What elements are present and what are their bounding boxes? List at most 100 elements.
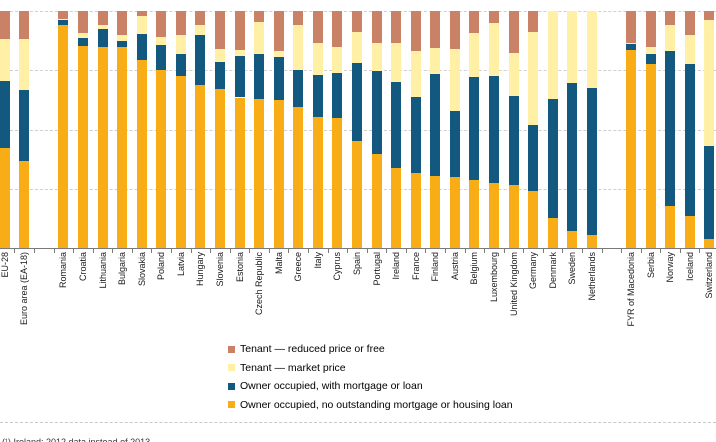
x-axis-tick — [210, 249, 212, 253]
x-axis-label-Spain: Spain — [351, 252, 362, 276]
bar-Ireland-segment — [391, 11, 402, 44]
bar-Denmark-segment — [547, 218, 558, 248]
footnote-separator — [0, 422, 716, 423]
x-axis-tick — [73, 249, 75, 253]
bar-Romania-segment — [58, 25, 69, 248]
x-axis-label-Cyprus: Cyprus — [332, 252, 343, 281]
bar-France-segment — [410, 172, 421, 248]
bar-Germany-segment — [528, 32, 539, 125]
bar-Serbia-segment — [645, 11, 656, 47]
bar-Portugal-segment — [371, 11, 382, 43]
bar-Cyprus-segment — [332, 11, 343, 47]
x-axis-label-Denmark: Denmark — [547, 252, 558, 289]
x-axis-tick — [112, 249, 114, 253]
x-axis-tick — [601, 249, 603, 253]
bar-Euro area (EA-18)-segment — [19, 11, 30, 39]
bar-Switzerland-segment — [704, 146, 715, 240]
x-axis-line — [0, 248, 716, 249]
x-axis-tick — [288, 249, 290, 253]
legend-swatch-tenant-reduced-icon — [228, 345, 235, 353]
bar-Lithuania-segment — [97, 11, 108, 25]
x-axis-label-Romania: Romania — [58, 252, 69, 289]
bar-Latvia-segment — [175, 34, 186, 54]
bar-Lithuania-segment — [97, 46, 108, 248]
legend: Tenant — reduced price or free Tenant — … — [228, 344, 513, 410]
x-axis-label-Finland: Finland — [430, 252, 441, 282]
bar-Finland-segment — [430, 175, 441, 248]
bar-Czech Republic-segment — [254, 21, 265, 54]
bar-Croatia-segment — [77, 46, 88, 248]
bar-Malta-segment — [273, 50, 284, 57]
bar-Greece-segment — [293, 11, 304, 25]
bar-FYR of Macedonia-segment — [625, 44, 636, 51]
bar-Iceland-segment — [684, 11, 695, 35]
bar-EU-28-segment — [0, 147, 10, 248]
x-axis-label-Portugal: Portugal — [371, 252, 382, 286]
bar-Serbia-segment — [645, 46, 656, 54]
x-axis-label-Germany: Germany — [528, 252, 539, 290]
x-axis-label-Ireland: Ireland — [391, 252, 402, 280]
bar-Denmark-segment — [547, 98, 558, 219]
x-axis-tick — [249, 249, 251, 253]
bar-Serbia-segment — [645, 53, 656, 64]
bar-Germany-segment — [528, 11, 539, 33]
bar-Czech Republic-segment — [254, 53, 265, 99]
bar-Italy-segment — [312, 11, 323, 44]
x-axis-tick — [92, 249, 94, 253]
bar-Spain-segment — [351, 31, 362, 64]
bar-Norway-segment — [665, 205, 676, 248]
x-axis-label-Belgium: Belgium — [469, 252, 480, 285]
x-axis-tick — [53, 249, 55, 253]
x-axis-label-Croatia: Croatia — [77, 252, 88, 282]
bar-Romania-segment — [58, 19, 69, 21]
x-axis-tick — [503, 249, 505, 253]
bar-Finland-segment — [430, 11, 441, 49]
bar-Sweden-segment — [567, 83, 578, 231]
bar-Spain-segment — [351, 63, 362, 141]
bar-Sweden-segment — [567, 230, 578, 248]
x-axis-label-Austria: Austria — [449, 252, 460, 281]
bar-Spain-segment — [351, 11, 362, 32]
bar-Serbia-segment — [645, 63, 656, 248]
bar-Hungary-segment — [195, 11, 206, 25]
x-axis-tick — [268, 249, 270, 253]
bar-Lithuania-segment — [97, 29, 108, 47]
bar-Austria-segment — [449, 49, 460, 111]
bar-Croatia-segment — [77, 38, 88, 47]
bar-Slovakia-segment — [136, 15, 147, 34]
bar-Romania-segment — [58, 11, 69, 20]
bar-Cyprus-segment — [332, 118, 343, 248]
bar-Luxembourg-segment — [488, 23, 499, 76]
bar-Belgium-segment — [469, 32, 480, 78]
bar-Portugal-segment — [371, 42, 382, 72]
bar-Euro area (EA-18)-segment — [19, 89, 30, 161]
bar-Iceland-segment — [684, 34, 695, 64]
bar-Slovakia-segment — [136, 11, 147, 16]
legend-item-tenant-reduced: Tenant — reduced price or free — [228, 344, 513, 355]
x-axis-label-Italy: Italy — [312, 252, 323, 269]
bar-Finland-segment — [430, 74, 441, 176]
x-axis-tick — [34, 249, 36, 253]
x-axis-label-Sweden: Sweden — [567, 252, 578, 285]
bar-Poland-segment — [156, 69, 167, 248]
bar-Greece-segment — [293, 70, 304, 108]
x-axis-label-Estonia: Estonia — [234, 252, 245, 283]
bar-Euro area (EA-18)-segment — [19, 161, 30, 248]
x-axis-tick — [679, 249, 681, 253]
bar-Estonia-segment — [234, 97, 245, 248]
bar-Bulgaria-segment — [117, 40, 128, 47]
x-axis-tick — [366, 249, 368, 253]
x-axis-tick — [425, 249, 427, 253]
bar-Portugal-segment — [371, 154, 382, 248]
x-axis-label-Latvia: Latvia — [175, 252, 186, 277]
bar-Czech Republic-segment — [254, 98, 265, 248]
x-axis-tick — [660, 249, 662, 253]
x-axis-label-Slovenia: Slovenia — [214, 252, 225, 287]
bar-Norway-segment — [665, 24, 676, 51]
x-axis-tick — [14, 249, 16, 253]
bar-Switzerland-segment — [704, 11, 715, 20]
x-axis-label-France: France — [410, 252, 421, 281]
bar-Lithuania-segment — [97, 24, 108, 30]
x-axis-label-United Kingdom: United Kingdom — [508, 252, 519, 317]
x-axis-label-Norway: Norway — [665, 252, 676, 283]
